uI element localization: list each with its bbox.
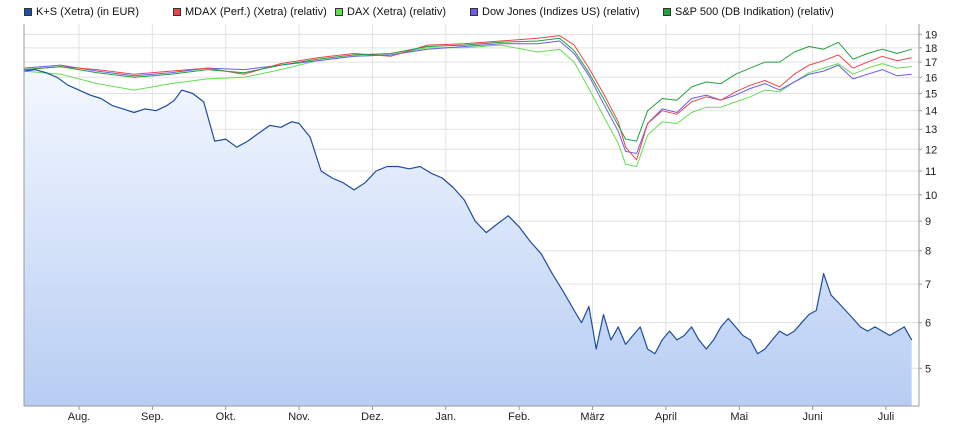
legend-swatch-sp500 bbox=[663, 8, 671, 16]
y-tick-label: 14 bbox=[925, 106, 937, 118]
y-tick-label: 16 bbox=[925, 72, 937, 84]
y-tick-label: 5 bbox=[925, 363, 931, 375]
y-tick-label: 12 bbox=[925, 144, 937, 156]
x-tick-label: Aug. bbox=[68, 411, 91, 423]
legend-swatch-mdax bbox=[173, 8, 181, 16]
x-tick-label: Feb. bbox=[508, 411, 530, 423]
x-tick-label: April bbox=[655, 411, 677, 423]
sp500-line bbox=[23, 37, 912, 142]
y-tick-label: 17 bbox=[925, 57, 937, 69]
chart-legend: K+S (Xetra) (in EUR) MDAX (Perf.) (Xetra… bbox=[0, 0, 960, 22]
legend-item-dax[interactable]: DAX (Xetra) (relativ) bbox=[335, 5, 446, 19]
y-tick-label: 7 bbox=[925, 279, 931, 291]
y-tick-label: 19 bbox=[925, 29, 937, 41]
x-tick-label: Nov. bbox=[288, 411, 310, 423]
legend-label-sp500: S&P 500 (DB Indikation) (relativ) bbox=[675, 6, 834, 18]
x-tick-label: Juli bbox=[878, 411, 895, 423]
legend-swatch-dax bbox=[335, 8, 343, 16]
dax-line bbox=[23, 44, 912, 167]
y-tick-label: 6 bbox=[925, 318, 931, 330]
ks-line bbox=[23, 68, 913, 355]
x-tick-label: März bbox=[580, 411, 604, 423]
legend-swatch-dow bbox=[470, 8, 478, 16]
x-tick-label: Juni bbox=[803, 411, 823, 423]
x-tick-label: Dez. bbox=[361, 411, 384, 423]
ks-area-fill bbox=[24, 69, 912, 406]
legend-item-sp500[interactable]: S&P 500 (DB Indikation) (relativ) bbox=[663, 5, 834, 19]
legend-item-ks[interactable]: K+S (Xetra) (in EUR) bbox=[24, 5, 139, 19]
legend-label-mdax: MDAX (Perf.) (Xetra) (relativ) bbox=[185, 6, 327, 18]
y-tick-label: 8 bbox=[925, 246, 931, 258]
legend-label-ks: K+S (Xetra) (in EUR) bbox=[36, 6, 139, 18]
y-tick-label: 10 bbox=[925, 190, 937, 202]
legend-label-dax: DAX (Xetra) (relativ) bbox=[347, 6, 447, 18]
x-tick-label: Sep. bbox=[141, 411, 164, 423]
x-tick-label: Okt. bbox=[216, 411, 236, 423]
y-tick-label: 13 bbox=[925, 124, 937, 136]
y-tick-label: 11 bbox=[925, 166, 936, 178]
legend-swatch-ks bbox=[24, 8, 32, 16]
x-tick-label: Mai bbox=[730, 411, 748, 423]
legend-item-dow[interactable]: Dow Jones (Indizes US) (relativ) bbox=[470, 5, 640, 19]
dow-line bbox=[23, 40, 912, 154]
legend-label-dow: Dow Jones (Indizes US) (relativ) bbox=[482, 6, 640, 18]
x-tick-label: Jan. bbox=[435, 411, 456, 423]
y-tick-label: 18 bbox=[925, 43, 937, 55]
legend-item-mdax[interactable]: MDAX (Perf.) (Xetra) (relativ) bbox=[173, 5, 327, 19]
y-tick-label: 15 bbox=[925, 88, 937, 100]
y-tick-label: 9 bbox=[925, 216, 931, 228]
